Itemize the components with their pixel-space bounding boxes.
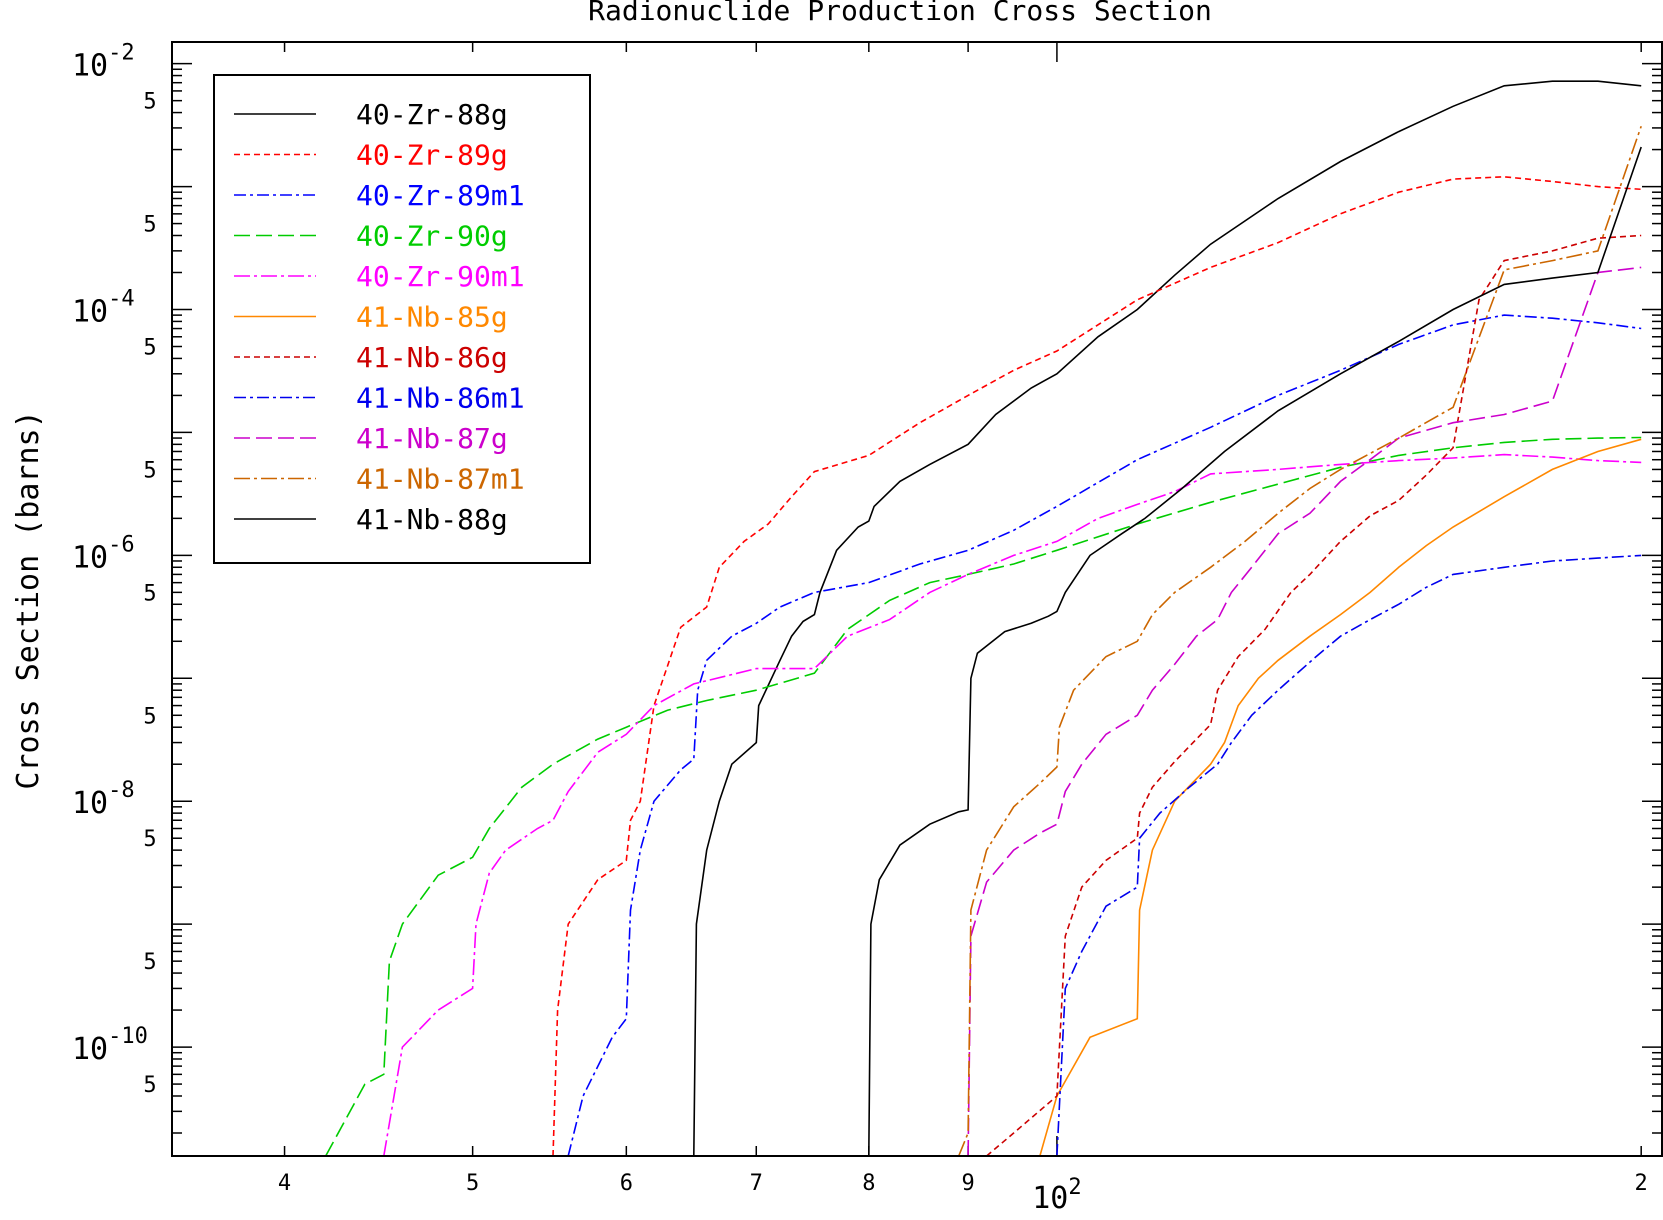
legend-label: 41-Nb-86m1 [356,382,525,415]
series-line [1056,554,1642,1156]
series-line [957,125,1642,1156]
legend: 40-Zr-88g 40-Zr-89g 40-Zr-89m1 40-Zr-90g 40-… [213,74,591,564]
y-tick-label: 5 [143,827,156,852]
chart-title: Radionuclide Production Cross Section [588,0,1212,27]
series-line [986,234,1642,1156]
y-tick-label: 5 [143,581,156,606]
axes-group: 4 5 6 7 8 9 2 102 10-2 10-4 10-6 10-8 10-10 5 5 5 5 5 5 5 5 5 [72,41,1662,1216]
y-decade-label: 10-2 [72,41,135,84]
series-line [693,80,1642,1156]
y-tick-label: 5 [143,1073,156,1098]
legend-label: 40-Zr-88g [356,98,508,131]
legend-label: 41-Nb-85g [356,301,508,334]
legend-box [213,74,591,564]
y-decade-label: 10-4 [72,287,135,330]
series-line [383,453,1642,1156]
plot-frame [171,41,1663,1157]
x-tick-label: 4 [278,1171,291,1196]
y-tick-label: 5 [143,90,156,115]
legend-label: 41-Nb-87g [356,422,508,455]
x-tick-label: 5 [466,1171,479,1196]
x-tick-label: 2 [1635,1171,1648,1196]
x-tick-label: 6 [620,1171,633,1196]
y-decade-label: 10-6 [72,532,135,575]
series-line [967,266,1642,1156]
x-tick-label: 7 [750,1171,763,1196]
y-tick-label: 5 [143,458,156,483]
y-decade-label: 10-10 [72,1024,148,1067]
legend-label: 40-Zr-89m1 [356,179,525,212]
legend-label: 41-Nb-88g [356,503,508,536]
legend-label: 40-Zr-89g [356,139,508,172]
legend-label: 40-Zr-90m1 [356,260,525,293]
y-tick-label: 5 [143,336,156,361]
y-tick-label: 5 [143,950,156,975]
y-axis-label: Cross Section (barns) [11,410,46,789]
series-line [567,314,1642,1156]
x-decade-label: 102 [1032,1175,1081,1216]
legend-label: 41-Nb-87m1 [356,463,525,496]
y-tick-label: 5 [143,213,156,238]
legend-label: 40-Zr-90g [356,220,508,253]
legend-label: 41-Nb-86g [356,341,508,374]
x-tick-label: 9 [961,1171,974,1196]
y-tick-label: 5 [143,704,156,729]
series-line [552,175,1642,1156]
y-decade-label: 10-8 [72,778,135,821]
series-layer [324,80,1642,1156]
series-line [1039,438,1642,1156]
x-tick-label: 8 [862,1171,875,1196]
series-line [868,146,1642,1156]
